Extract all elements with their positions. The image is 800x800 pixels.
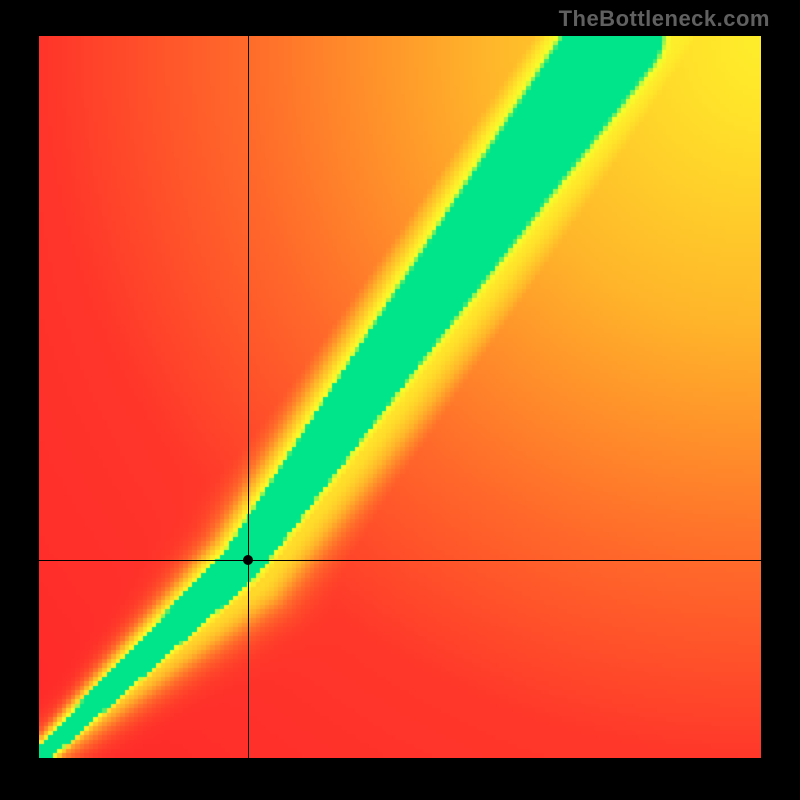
crosshair-marker	[243, 555, 253, 565]
crosshair-vertical	[248, 36, 249, 758]
heatmap-plot	[39, 36, 761, 758]
crosshair-horizontal	[39, 560, 761, 561]
heatmap-canvas	[39, 36, 761, 758]
chart-container: TheBottleneck.com	[0, 0, 800, 800]
watermark-text: TheBottleneck.com	[559, 6, 770, 32]
